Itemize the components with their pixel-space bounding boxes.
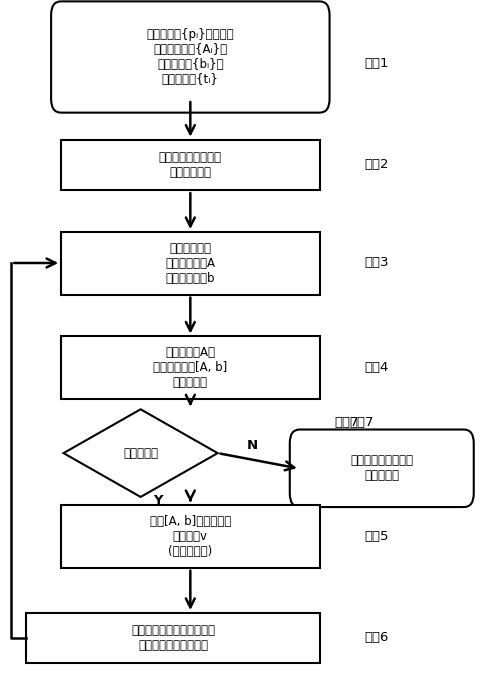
Text: 步骤1: 步骤1 xyxy=(364,57,389,70)
Text: 继续寻优？: 继续寻优？ xyxy=(123,447,158,460)
FancyBboxPatch shape xyxy=(61,505,320,568)
Text: 根据关键点集
建立分析矩阵A
和分析列向量b: 根据关键点集 建立分析矩阵A 和分析列向量b xyxy=(166,242,216,285)
Text: 步骤6: 步骤6 xyxy=(364,632,388,645)
Text: Y: Y xyxy=(154,494,163,507)
Text: 计算最小外切圆直径
判断合格性: 计算最小外切圆直径 判断合格性 xyxy=(350,454,414,482)
Text: 以追及问题求新的关键点，
更新被测圆测点的状态: 以追及问题求新的关键点， 更新被测圆测点的状态 xyxy=(131,624,215,652)
Text: 对分析矩阵A及
增广分析矩阵[A, b]
进行秩分析: 对分析矩阵A及 增广分析矩阵[A, b] 进行秩分析 xyxy=(153,347,228,389)
Text: 步骤7: 步骤7 xyxy=(334,416,359,429)
FancyBboxPatch shape xyxy=(61,232,320,294)
FancyBboxPatch shape xyxy=(61,139,320,190)
Text: 步骤4: 步骤4 xyxy=(364,361,388,374)
Text: 根据[A, b]计算测点的
寻优方向v
(二参数形式): 根据[A, b]计算测点的 寻优方向v (二参数形式) xyxy=(150,515,231,558)
Text: 步骤5: 步骤5 xyxy=(364,529,389,542)
FancyBboxPatch shape xyxy=(51,1,330,112)
Polygon shape xyxy=(64,410,218,497)
Text: 步骤3: 步骤3 xyxy=(364,257,389,269)
FancyBboxPatch shape xyxy=(290,429,474,507)
Text: 步骤2: 步骤2 xyxy=(364,158,389,171)
Text: N: N xyxy=(247,439,258,452)
FancyBboxPatch shape xyxy=(61,336,320,399)
FancyBboxPatch shape xyxy=(26,613,320,663)
Text: 步骤7: 步骤7 xyxy=(350,416,374,429)
Text: 加入一个新的关键点
到关键点集中: 加入一个新的关键点 到关键点集中 xyxy=(159,151,222,179)
Text: 获取测点集{pᵢ}，并建立
特征行向量集{Aᵢ}、
边界元素集{bᵢ}、
状态元素集{tᵢ}: 获取测点集{pᵢ}，并建立 特征行向量集{Aᵢ}、 边界元素集{bᵢ}、 状态元… xyxy=(146,28,234,86)
